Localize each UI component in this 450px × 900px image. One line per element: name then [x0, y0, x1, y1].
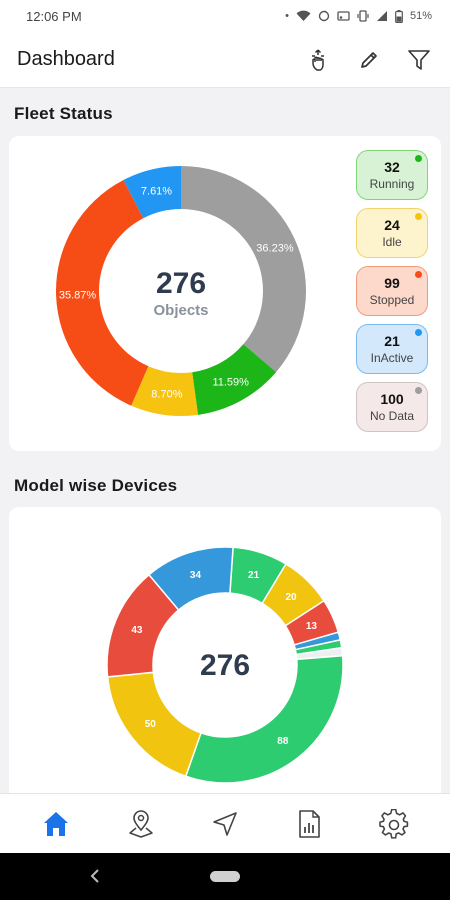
status-bar: 12:06 PM • 51%: [0, 0, 450, 32]
status-dot-icon: [415, 387, 422, 394]
nav-location[interactable]: [117, 800, 165, 848]
fleet-center-label: Objects: [153, 302, 208, 319]
gear-icon: [378, 808, 408, 839]
fleet-slice-label: 11.59%: [212, 377, 249, 389]
model-slice[interactable]: [147, 546, 234, 611]
model-center-total: 276: [200, 649, 250, 682]
legend-item-idle[interactable]: 24 Idle: [356, 208, 428, 258]
model-slice-label: 13: [306, 621, 318, 632]
legend-count: 100: [380, 391, 404, 407]
model-devices-card: 21 20 13 88 50 43 34 276: [9, 507, 441, 807]
model-slice-label: 50: [145, 719, 157, 730]
status-dot-icon: [415, 271, 422, 278]
notification-dot-icon: •: [285, 10, 289, 22]
model-slice-label: 20: [285, 592, 297, 603]
legend-count: 24: [384, 217, 400, 233]
model-devices-donut-chart: 21 20 13 88 50 43 34 276: [106, 546, 344, 784]
nav-settings[interactable]: [370, 800, 418, 848]
navigation-arrow-icon: [213, 811, 237, 836]
legend-label: Idle: [382, 235, 402, 249]
fleet-slice-label: 36.23%: [256, 242, 294, 254]
legend-item-stopped[interactable]: 99 Stopped: [356, 266, 428, 316]
nav-reports[interactable]: [285, 800, 333, 848]
fleet-center-total: 276: [156, 267, 206, 300]
sync-icon: [318, 10, 330, 22]
status-dot-icon: [415, 213, 422, 220]
fleet-slice-label: 7.61%: [141, 185, 172, 197]
fleet-slice-label: 35.87%: [59, 289, 97, 301]
home-icon: [44, 811, 69, 836]
model-slice-label: 43: [131, 625, 143, 636]
legend-item-running[interactable]: 32 Running: [356, 150, 428, 200]
wifi-icon: [296, 10, 311, 21]
legend-item-inactive[interactable]: 21 InActive: [356, 324, 428, 374]
app-bar: Dashboard: [0, 32, 450, 88]
fleet-slice[interactable]: [56, 180, 149, 406]
cast-icon: [337, 11, 350, 21]
status-dot-icon: [415, 329, 422, 336]
legend-label: No Data: [369, 409, 415, 423]
status-dot-icon: [415, 155, 422, 162]
legend-count: 99: [384, 275, 400, 291]
model-slice[interactable]: [184, 654, 344, 784]
nav-home[interactable]: [32, 800, 80, 848]
tap-gesture-icon[interactable]: [305, 46, 333, 74]
battery-percent: 51%: [409, 10, 432, 22]
fleet-status-title: Fleet Status: [14, 104, 113, 123]
status-time: 12:06 PM: [26, 8, 82, 24]
filter-icon[interactable]: [405, 46, 433, 74]
status-icons: • 51%: [285, 9, 432, 23]
fleet-slice-label: 8.70%: [151, 388, 182, 400]
legend-label: Stopped: [369, 293, 415, 307]
model-slice-label: 88: [277, 736, 289, 747]
legend-item-no-data[interactable]: 100 No Data: [356, 382, 428, 432]
fleet-slice[interactable]: [131, 366, 199, 416]
report-icon: [299, 809, 321, 838]
bottom-navigation: [0, 793, 450, 853]
legend-count: 32: [384, 159, 400, 175]
fleet-slice[interactable]: [192, 344, 277, 415]
nav-navigate[interactable]: [201, 800, 249, 848]
legend-label: InActive: [370, 351, 414, 365]
fleet-status-legend: 32 Running 24 Idle 99 Stopped 21 InActive 100 No …: [356, 150, 428, 440]
fleet-status-donut-chart: 36.23% 11.59% 8.70% 35.87% 7.61% 276 Objects: [56, 166, 306, 416]
fleet-status-card: 36.23% 11.59% 8.70% 35.87% 7.61% 276 Objects 3…: [9, 136, 441, 451]
back-chevron-icon[interactable]: [88, 867, 102, 885]
home-pill[interactable]: [210, 871, 240, 882]
legend-label: Running: [369, 177, 415, 191]
system-navigation-bar: [0, 853, 450, 900]
page-title: Dashboard: [17, 48, 115, 70]
fleet-slice[interactable]: [123, 166, 181, 219]
signal-icon: [376, 11, 387, 21]
map-pin-icon: [128, 809, 153, 838]
battery-icon: [395, 9, 403, 23]
vibrate-icon: [357, 10, 369, 22]
model-devices-title: Model wise Devices: [14, 476, 178, 495]
model-slice-label: 21: [248, 570, 260, 581]
fleet-slice[interactable]: [181, 166, 306, 373]
model-slice-label: 34: [190, 570, 202, 581]
edit-pencil-icon[interactable]: [355, 46, 383, 74]
legend-count: 21: [384, 333, 400, 349]
